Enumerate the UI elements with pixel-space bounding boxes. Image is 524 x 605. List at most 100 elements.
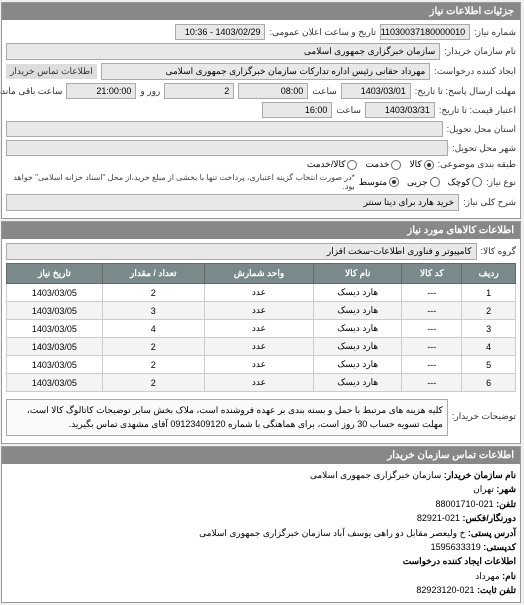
radio-partial[interactable]: جزیی <box>408 177 441 188</box>
items-panel-header: اطلاعات کالاهای مورد نیاز <box>3 222 521 239</box>
table-cell: 4 <box>103 320 205 338</box>
label-delivery-province: استان محل تحویل: <box>448 124 517 135</box>
label-deadline-send: مهلت ارسال پاسخ: تا تاریخ: <box>416 86 517 97</box>
table-cell: 3 <box>463 320 517 338</box>
contact-panel: اطلاعات تماس سازمان خریدار نام سازمان خر… <box>2 446 522 603</box>
label-goods-group: گروه کالا: <box>482 246 517 257</box>
table-cell: 1403/03/05 <box>8 374 104 392</box>
buyer-contact-link[interactable]: اطلاعات تماس خریدار <box>7 64 98 79</box>
row-req-no: شماره نیاز: 11030037180000010 تاریخ و سا… <box>7 24 517 40</box>
row-deadline-price: اعتبار قیمت: تا تاریخ: 1403/03/31 ساعت 1… <box>7 102 517 118</box>
table-cell: عدد <box>205 374 314 392</box>
label-remaining: ساعت باقی مانده <box>0 86 63 97</box>
label-hour2: ساعت <box>337 105 362 116</box>
table-cell: عدد <box>205 320 314 338</box>
items-panel-body: گروه کالا: کامپیوتر و فناوری اطلاعات-سخت… <box>3 239 521 443</box>
table-cell: --- <box>403 338 463 356</box>
val-org: سازمان خبرگزاری جمهوری اسلامی <box>311 470 442 480</box>
items-table: ردیف کد کالا نام کالا واحد شمارش تعداد /… <box>7 263 517 392</box>
val-creator-phone: 021-82923120 <box>417 585 475 595</box>
main-panel-header: جزئیات اطلاعات نیاز <box>3 3 521 20</box>
field-delivery-province <box>7 121 444 137</box>
table-cell: 2 <box>103 374 205 392</box>
lbl-org: نام سازمان خریدار: <box>445 470 517 480</box>
field-date2: 1403/03/31 <box>366 102 436 118</box>
th-2: نام کالا <box>315 264 403 284</box>
field-time2: 16:00 <box>263 102 333 118</box>
table-cell: عدد <box>205 338 314 356</box>
table-cell: 1403/03/05 <box>8 284 104 302</box>
field-req-no: 11030037180000010 <box>381 24 471 40</box>
table-cell: 2 <box>103 284 205 302</box>
table-cell: 2 <box>103 356 205 374</box>
radio-dot-icon <box>348 160 358 170</box>
table-row: 4---هارد دیسکعدد21403/03/05 <box>8 338 517 356</box>
table-cell: --- <box>403 302 463 320</box>
items-panel: اطلاعات کالاهای مورد نیاز گروه کالا: کام… <box>2 221 522 444</box>
table-cell: 4 <box>463 338 517 356</box>
row-packaging: طبقه بندی موضوعی: کالا خدمت کالا/خدمت <box>7 159 517 170</box>
table-cell: 1403/03/05 <box>8 320 104 338</box>
radio-group-packaging: کالا خدمت کالا/خدمت <box>308 159 435 170</box>
table-cell: --- <box>403 284 463 302</box>
radio-dot-icon <box>390 177 400 187</box>
row-need-title: شرح کلی نیاز: خرید هارد برای دیتا سنتر <box>7 194 517 211</box>
table-row: 5---هارد دیسکعدد21403/03/05 <box>8 356 517 374</box>
field-goods-group: کامپیوتر و فناوری اطلاعات-سخت افزار <box>7 243 478 260</box>
label-req-no: شماره نیاز: <box>475 27 517 38</box>
table-cell: 2 <box>103 338 205 356</box>
row-delivery-city: شهر محل تحویل: <box>7 140 517 156</box>
row-seller-notes: توضیحات خریدار: کلیه هزینه های مرتبط با … <box>7 396 517 436</box>
table-cell: 1403/03/05 <box>8 356 104 374</box>
lbl-postal: کدپستی: <box>484 542 517 552</box>
radio-medium[interactable]: متوسط <box>360 177 400 188</box>
val-address: خ ولیعصر مقابل دو راهی یوسف آباد سازمان … <box>200 528 466 538</box>
val-city: تهران <box>474 484 495 494</box>
val-fax: 021-82921 <box>418 513 461 523</box>
th-3: واحد شمارش <box>205 264 314 284</box>
field-need-title: خرید هارد برای دیتا سنتر <box>7 194 460 211</box>
th-0: ردیف <box>463 264 517 284</box>
label-deadline-price: اعتبار قیمت: تا تاریخ: <box>440 105 517 116</box>
lbl-fax: دورنگار/فکس: <box>463 513 517 523</box>
table-row: 2---هارد دیسکعدد31403/03/05 <box>8 302 517 320</box>
field-delivery-city <box>7 140 449 156</box>
table-cell: --- <box>403 320 463 338</box>
radio-dot-icon <box>425 160 435 170</box>
label-need-type: نوع نیاز: <box>487 177 517 188</box>
label-seller-notes: توضیحات خریدار: <box>453 411 517 422</box>
th-5: تاریخ نیاز <box>8 264 104 284</box>
radio-goods[interactable]: کالا <box>410 159 434 170</box>
table-cell: 2 <box>463 302 517 320</box>
table-row: 3---هارد دیسکعدد41403/03/05 <box>8 320 517 338</box>
contact-block: نام سازمان خریدار: سازمان خبرگزاری جمهور… <box>3 464 521 602</box>
table-cell: هارد دیسک <box>315 284 403 302</box>
lbl-address: آدرس پستی: <box>469 528 517 538</box>
radio-small[interactable]: کوچک <box>449 177 484 188</box>
row-delivery-province: استان محل تحویل: <box>7 121 517 137</box>
val-postal: 1595633319 <box>432 542 482 552</box>
radio-service[interactable]: خدمت <box>366 159 402 170</box>
table-cell: هارد دیسک <box>315 356 403 374</box>
table-cell: هارد دیسک <box>315 320 403 338</box>
lbl-city: شهر: <box>497 484 517 494</box>
radio-goods-service[interactable]: کالا/خدمت <box>308 159 359 170</box>
table-cell: 3 <box>103 302 205 320</box>
row-goods-group: گروه کالا: کامپیوتر و فناوری اطلاعات-سخت… <box>7 243 517 260</box>
label-hour1: ساعت <box>313 86 338 97</box>
table-cell: 1403/03/05 <box>8 302 104 320</box>
main-panel: جزئیات اطلاعات نیاز شماره نیاز: 11030037… <box>2 2 522 219</box>
table-cell: --- <box>403 374 463 392</box>
th-4: تعداد / مقدار <box>103 264 205 284</box>
contact-panel-header: اطلاعات تماس سازمان خریدار <box>3 447 521 464</box>
field-buyer-org: سازمان خبرگزاری جمهوری اسلامی <box>7 43 441 60</box>
field-requester: مهرداد حقانی رئیس اداره تدارکات سازمان خ… <box>102 63 432 80</box>
radio-group-need-type: کوچک جزیی متوسط <box>360 177 483 188</box>
table-row: 1---هارد دیسکعدد21403/03/05 <box>8 284 517 302</box>
table-row: 6---هارد دیسکعدد21403/03/05 <box>8 374 517 392</box>
table-cell: هارد دیسک <box>315 302 403 320</box>
radio-dot-icon <box>392 160 402 170</box>
seller-notes-box: کلیه هزینه های مرتبط با حمل و بسته بندی … <box>7 399 449 436</box>
table-header-row: ردیف کد کالا نام کالا واحد شمارش تعداد /… <box>8 264 517 284</box>
table-cell: هارد دیسک <box>315 374 403 392</box>
